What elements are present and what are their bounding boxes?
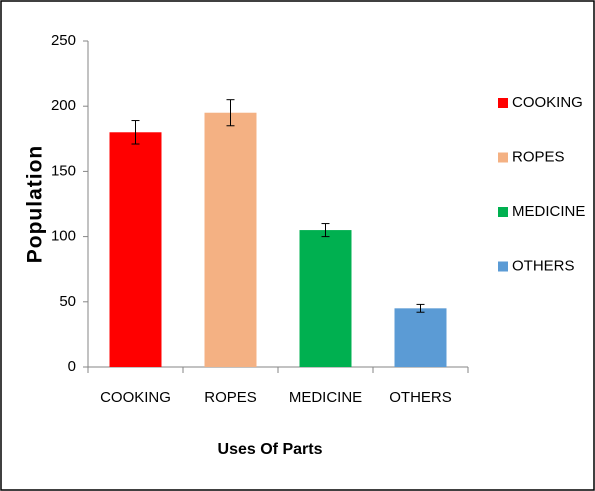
y-axis-title: Population — [24, 145, 47, 264]
y-tick-label: 0 — [68, 358, 76, 375]
x-tick-label: OTHERS — [389, 389, 452, 406]
y-tick-label: 200 — [51, 97, 76, 114]
legend-swatch — [498, 98, 508, 108]
error-bar — [226, 99, 235, 127]
x-tick-label: MEDICINE — [289, 389, 362, 406]
bar — [204, 112, 257, 367]
x-tick-label: ROPES — [204, 389, 257, 406]
y-tick-label: 250 — [51, 32, 76, 49]
legend-label: ROPES — [512, 148, 565, 165]
legend-label: OTHERS — [512, 257, 575, 274]
error-bar — [321, 223, 330, 238]
bar — [109, 132, 162, 367]
x-tick-label: COOKING — [100, 389, 171, 406]
legend-label: COOKING — [512, 94, 583, 111]
error-bar — [416, 303, 425, 313]
legend-label: MEDICINE — [512, 203, 585, 220]
error-bar — [131, 120, 140, 145]
legend-swatch — [498, 261, 508, 272]
y-tick-label: 50 — [59, 293, 76, 310]
y-tick-label: 150 — [51, 162, 76, 179]
legend-swatch — [498, 152, 508, 163]
y-tick-label: 100 — [51, 228, 76, 245]
x-axis-title: Uses Of Parts — [218, 441, 323, 458]
bar — [299, 230, 352, 367]
legend-swatch — [498, 207, 508, 217]
bar — [394, 308, 447, 367]
